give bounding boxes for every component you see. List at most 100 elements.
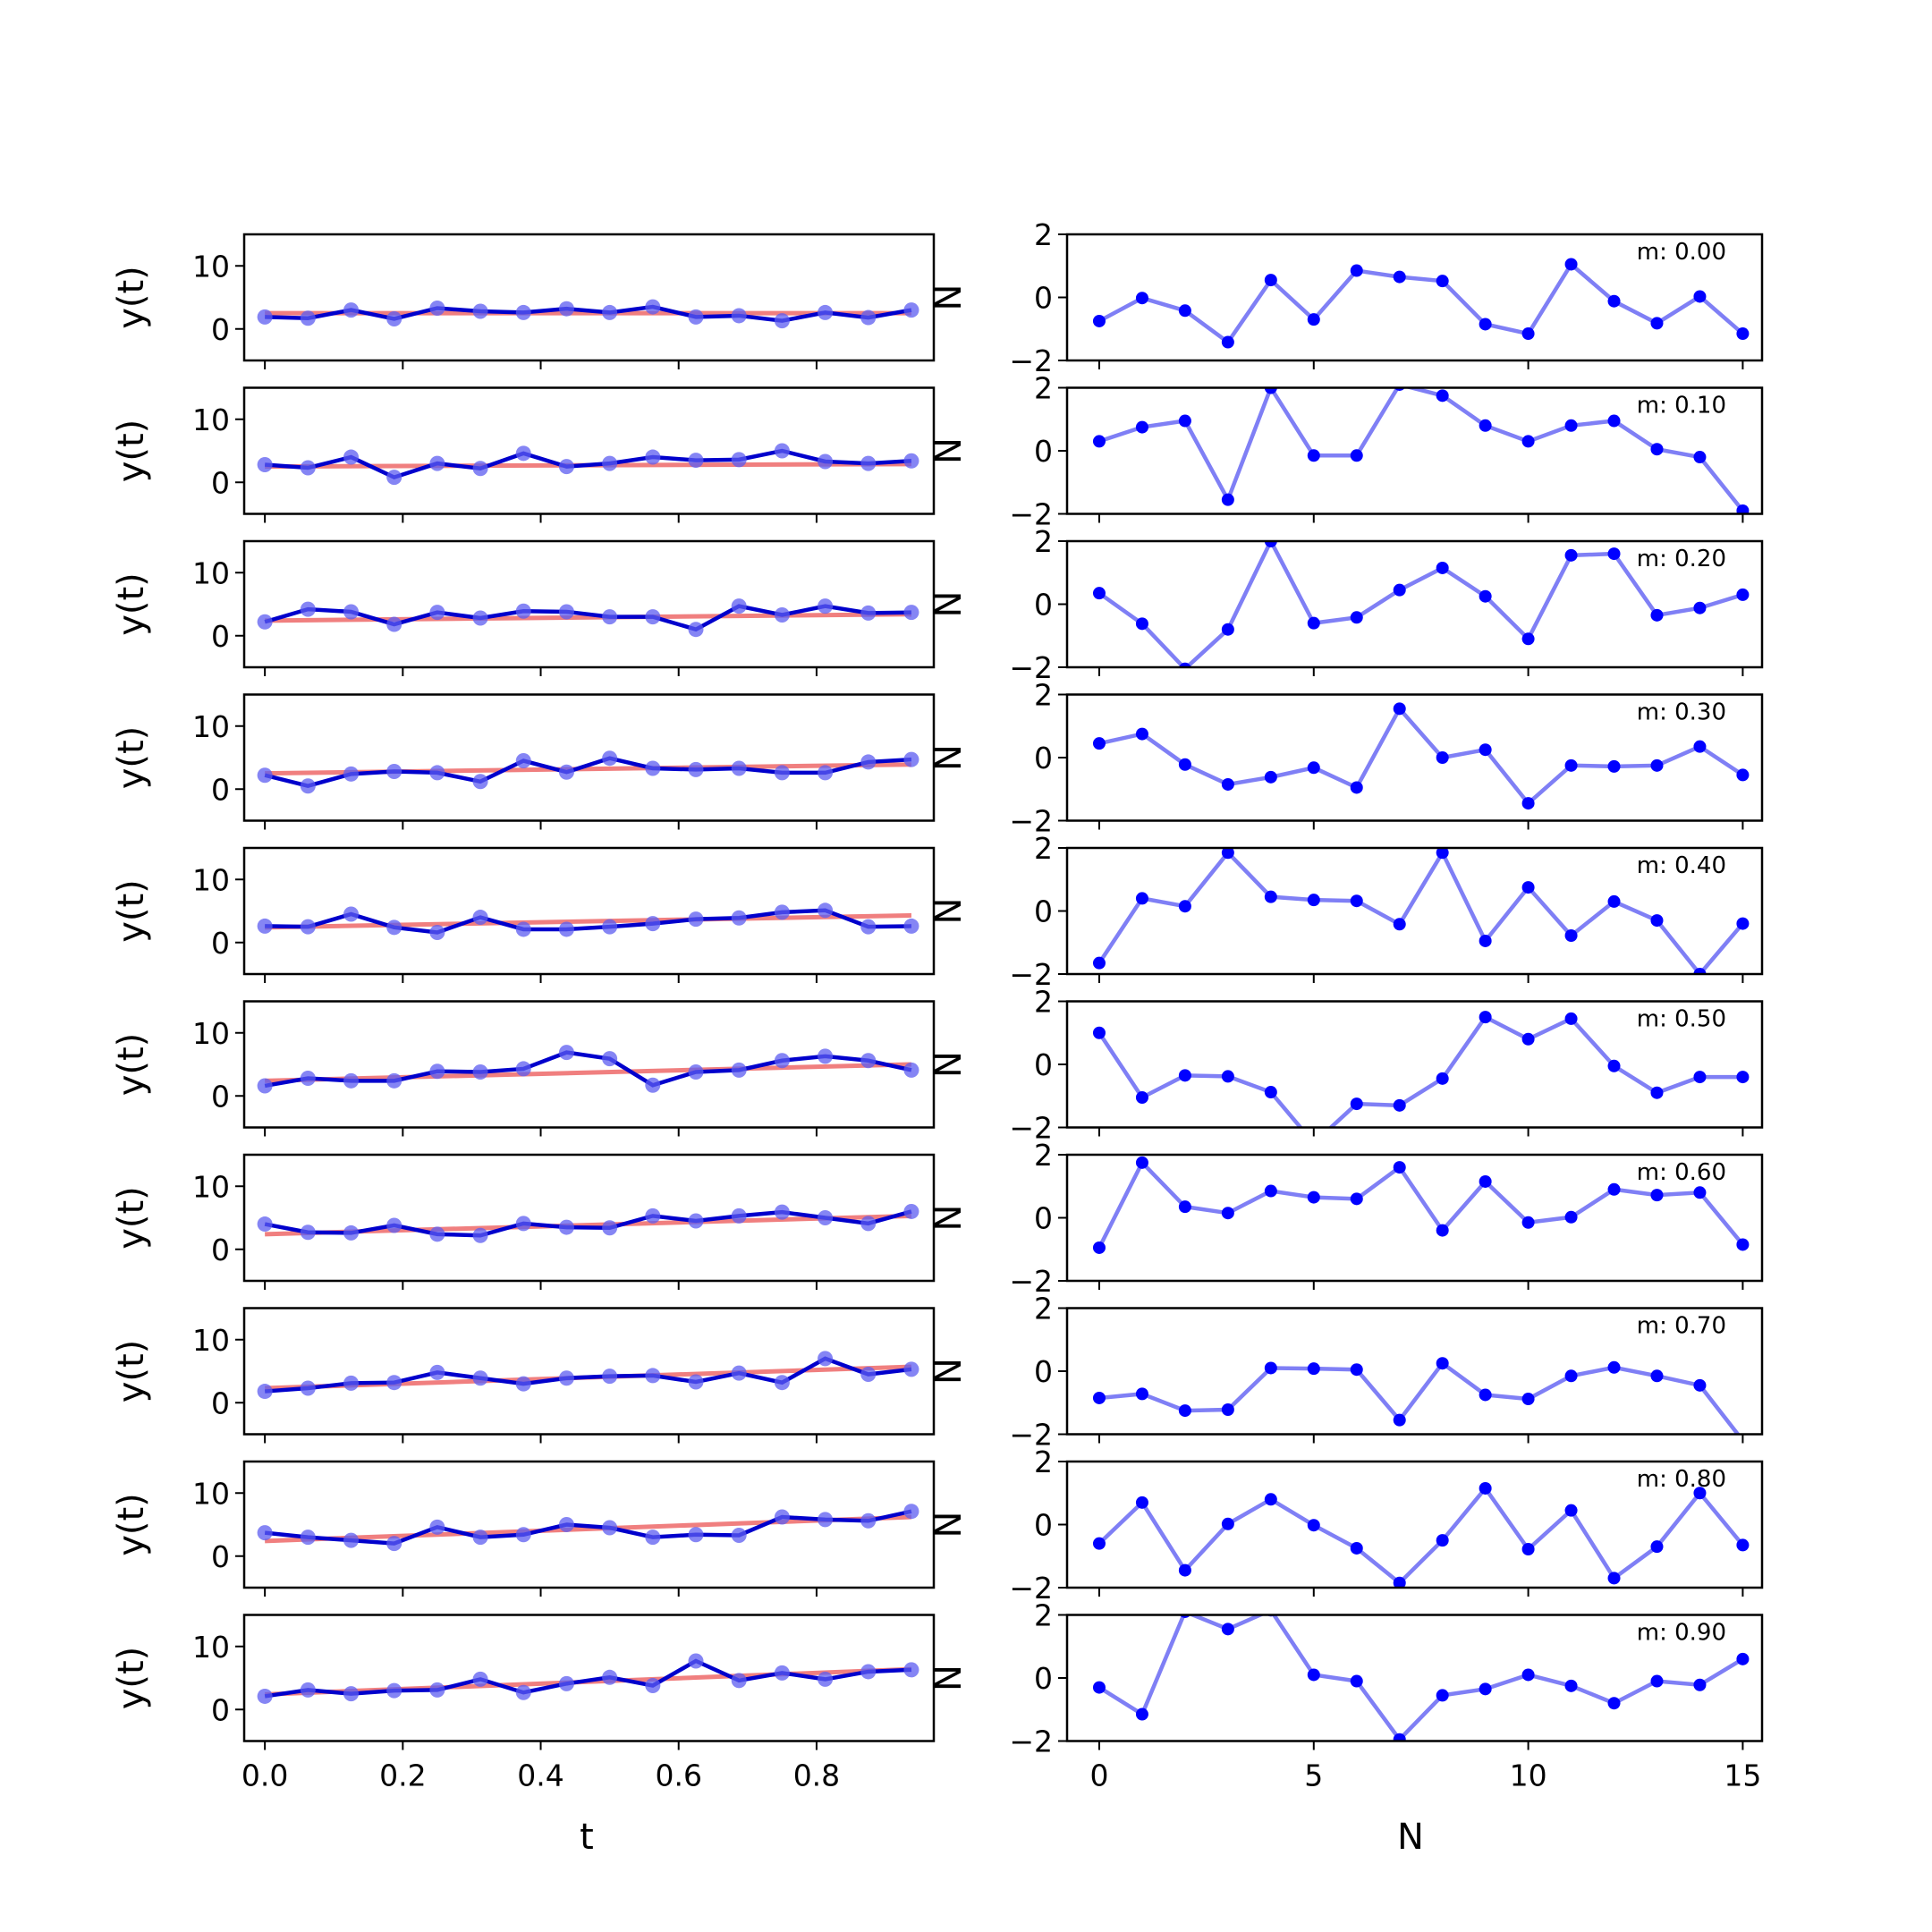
y-tick-label: 10 (192, 555, 230, 590)
residual-point (1350, 1097, 1363, 1111)
plot-area (257, 1203, 919, 1243)
y-tick-label: 0 (211, 619, 230, 654)
residual-point (1092, 1026, 1106, 1039)
data-point (386, 470, 402, 486)
residual-point (1693, 1487, 1707, 1500)
residual-point (1436, 1072, 1449, 1085)
residual-point (1607, 894, 1621, 908)
plot-area (257, 1504, 919, 1552)
residual-point (1393, 1098, 1406, 1112)
slope-annotation: m: 0.60 (1637, 1159, 1726, 1186)
x-tick-label: 0.4 (517, 1758, 564, 1793)
residual-point (1607, 759, 1621, 773)
residual-point (1092, 737, 1106, 750)
data-point (731, 1527, 747, 1543)
data-point (860, 1367, 877, 1383)
data-point (903, 1203, 919, 1219)
residual-line (1097, 541, 1744, 667)
plot-area (257, 299, 919, 329)
y-tick-label: 0 (211, 1079, 230, 1114)
residual-point (1521, 435, 1535, 448)
residual-point (1350, 449, 1363, 462)
residual-point (1393, 1576, 1406, 1588)
right-panel-7: m: 0.70 −2 0 2 (1009, 1292, 1764, 1453)
residual-point (1607, 1360, 1621, 1374)
data-point (429, 1519, 445, 1535)
data-point (860, 1513, 877, 1529)
residual-point (1221, 777, 1234, 791)
data-point (257, 309, 273, 325)
residual-point (1436, 848, 1449, 860)
data-point (602, 1220, 618, 1236)
residual-point (1307, 894, 1320, 907)
data-point (774, 1053, 790, 1069)
y-tick-label: −2 (1009, 650, 1053, 685)
residual-point (1607, 1182, 1621, 1196)
y-tick-label: 0 (211, 772, 230, 807)
residual-point (1179, 662, 1191, 667)
residual-point (1135, 892, 1148, 905)
data-point (774, 313, 790, 329)
plot-area (257, 902, 919, 940)
residual-point (1693, 968, 1707, 974)
x-tick-label: 0.8 (793, 1758, 840, 1793)
residual-line (1097, 261, 1744, 345)
left-panel-4: 0 10 y(t) N (111, 846, 970, 983)
data-point (731, 1673, 747, 1689)
truncated-y-label: N (928, 1051, 970, 1078)
fit-line (265, 1062, 912, 1083)
residual-point (1179, 1614, 1191, 1618)
y-tick-label: 0 (1034, 434, 1053, 469)
plot-area (257, 1351, 919, 1400)
data-point (645, 1077, 661, 1093)
data-point (558, 459, 574, 475)
plot-area (1092, 387, 1750, 514)
left-panel-5: 0 10 y(t) N (111, 1000, 970, 1137)
axes-frame (242, 846, 936, 976)
left-panel-6: 0 10 y(t) N (111, 1153, 970, 1290)
plot-area (1092, 1357, 1741, 1435)
data-point (386, 1536, 402, 1552)
data-point (472, 1370, 488, 1386)
data-point (343, 766, 360, 782)
residual-point (1092, 1537, 1106, 1550)
y-tick-label: 0 (211, 1539, 230, 1574)
residual-point (1650, 1540, 1664, 1554)
data-point (257, 1688, 273, 1704)
residual-point (1736, 588, 1750, 601)
residual-point (1607, 1697, 1621, 1710)
residual-point (1564, 1369, 1578, 1383)
y-tick-label: 2 (1034, 831, 1053, 866)
data-point (602, 750, 618, 767)
residual-point (1393, 1413, 1406, 1427)
residual-point (1693, 1678, 1707, 1691)
data-point (558, 1219, 574, 1235)
data-point (688, 761, 704, 777)
y-tick-label: −2 (1009, 343, 1053, 378)
y-tick-label: 0 (1034, 1047, 1053, 1082)
y-tick-label: 0 (211, 1233, 230, 1267)
data-point (602, 1669, 618, 1685)
data-point (818, 1671, 834, 1687)
axes-frame (242, 386, 936, 515)
residual-point (1650, 608, 1664, 622)
right-panel-4: m: 0.40 −2 0 2 (1009, 831, 1764, 992)
residual-point (1650, 443, 1664, 456)
data-point (300, 310, 316, 326)
plot-area (1092, 1011, 1750, 1128)
data-point (688, 622, 704, 638)
residual-point (1178, 758, 1191, 771)
data-point (774, 443, 790, 459)
residual-point (1264, 770, 1277, 784)
slope-annotation: m: 0.70 (1637, 1313, 1726, 1340)
residual-point (1693, 740, 1707, 753)
axes-frame (242, 1614, 936, 1742)
data-point (860, 1216, 877, 1232)
data-point (515, 921, 531, 937)
data-point (429, 924, 445, 940)
data-point (343, 302, 360, 318)
residual-line (1098, 705, 1744, 807)
plot-area (1092, 258, 1750, 349)
residual-point (1135, 617, 1148, 631)
